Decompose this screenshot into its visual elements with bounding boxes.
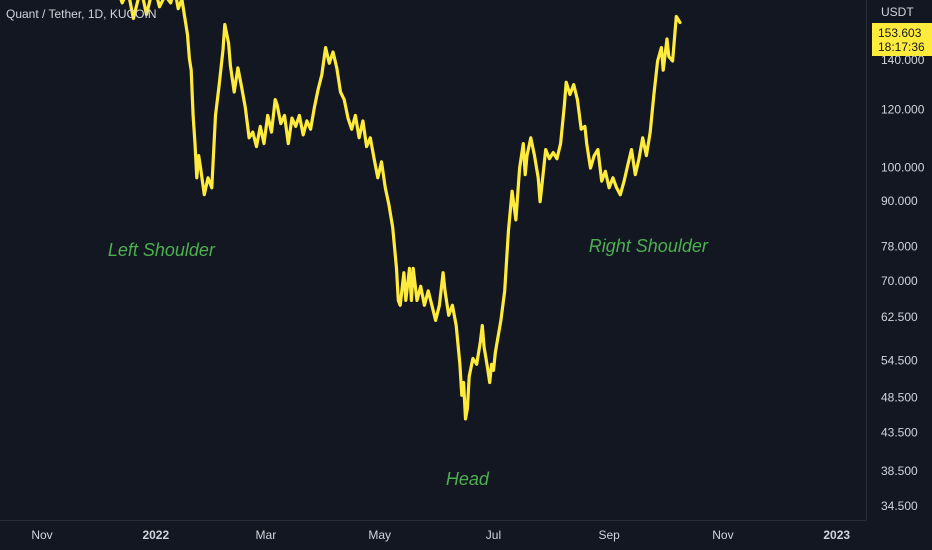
x-tick-label: 2022: [142, 528, 169, 542]
price-axis-divider: [866, 0, 867, 520]
symbol-info: Quant / Tether, 1D, KUCOIN: [6, 7, 157, 21]
pattern-annotation-left-shoulder: Left Shoulder: [108, 240, 216, 260]
x-tick-label: 2023: [823, 528, 850, 542]
y-tick-label: 70.000: [881, 274, 918, 288]
current-price-label: 153.603: [878, 26, 922, 40]
x-tick-label: Mar: [256, 528, 277, 542]
y-tick-label: 38.500: [881, 464, 918, 478]
y-tick-label: 140.000: [881, 53, 925, 67]
x-tick-label: Nov: [712, 528, 733, 542]
y-tick-label: 34.500: [881, 499, 918, 513]
bar-countdown-label: 18:17:36: [878, 40, 925, 54]
time-axis-divider: [0, 520, 866, 521]
pattern-annotation-right-shoulder: Right Shoulder: [589, 236, 709, 256]
currency-label: USDT: [881, 5, 914, 19]
y-tick-label: 54.500: [881, 354, 918, 368]
x-tick-label: May: [368, 528, 391, 542]
pattern-annotation-head: Head: [446, 469, 490, 489]
x-tick-label: Nov: [31, 528, 52, 542]
x-tick-label: Sep: [598, 528, 620, 542]
y-tick-label: 100.000: [881, 160, 925, 174]
y-tick-label: 62.500: [881, 310, 918, 324]
current-price-badge: [872, 23, 932, 56]
y-tick-label: 78.000: [881, 239, 918, 253]
y-tick-label: 48.500: [881, 391, 918, 405]
price-series-line: [119, 0, 682, 421]
y-tick-label: 43.500: [881, 425, 918, 439]
x-tick-label: Jul: [486, 528, 501, 542]
y-tick-label: 90.000: [881, 194, 918, 208]
y-tick-label: 120.000: [881, 102, 925, 116]
